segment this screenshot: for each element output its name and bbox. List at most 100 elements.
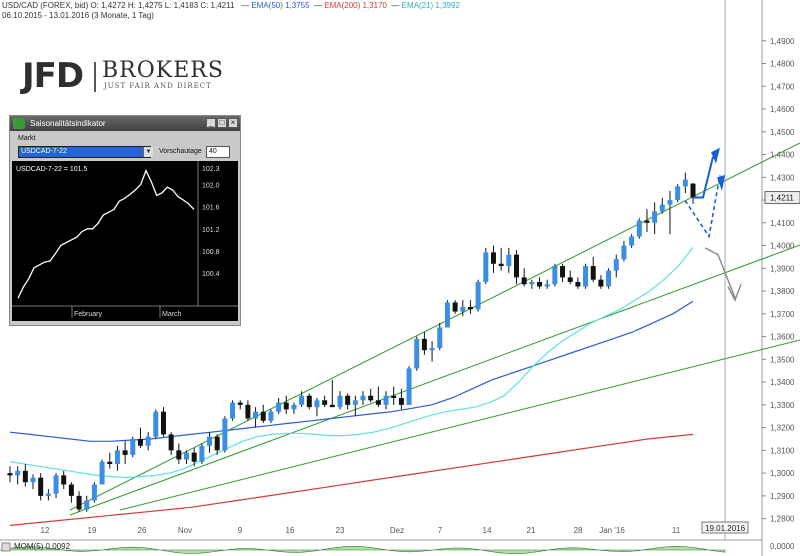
y-tick-label: 1,3300 [770, 401, 795, 410]
arrow-head-icon [717, 175, 725, 191]
candle [91, 484, 97, 501]
candle [245, 404, 251, 419]
ema200-line [9, 433, 694, 526]
series-label: USDCAD-7-22 = 101.5 [16, 166, 88, 173]
instrument-ohlc: USD/CAD (FOREX, bid) O: 1,4272 H: 1,4275… [2, 1, 235, 10]
candle [107, 461, 113, 465]
logo-brokers: BROKERS [102, 58, 224, 83]
seasonality-indicator-window[interactable]: Saisonalitätsindikator _ □ × Markt USDCA… [9, 115, 241, 326]
candle [253, 411, 259, 419]
y-tick-label: 1,4400 [770, 151, 795, 160]
candle [160, 411, 166, 435]
candle [329, 404, 335, 408]
candle [583, 266, 589, 287]
logo-tagline: JUST FAIR AND DIRECT [104, 82, 212, 90]
plot-x-label: February [74, 311, 103, 318]
y-tick-label: 1,4100 [770, 219, 795, 228]
maximize-icon[interactable]: □ [217, 118, 227, 128]
market-select[interactable]: USDCAD-7-22 [18, 146, 151, 158]
candle [391, 395, 397, 399]
chevron-down-icon[interactable]: ▼ [143, 147, 153, 157]
forecast-arrow-gray [704, 247, 736, 299]
candle [15, 470, 21, 476]
candle [30, 477, 36, 483]
vorschau-input[interactable]: 40 [206, 146, 230, 158]
plot-y-tick-label: 101.2 [202, 227, 220, 234]
logo-jfd: JFD [22, 56, 84, 96]
y-tick-label: 1,3100 [770, 446, 795, 455]
y-tick-label: 1,3600 [770, 333, 795, 342]
candle [483, 252, 489, 282]
y-tick-label: 1,2900 [770, 492, 795, 501]
chart-header: USD/CAD (FOREX, bid) O: 1,4272 H: 1,4275… [2, 1, 460, 10]
y-tick-label: 1,4300 [770, 173, 795, 182]
ema50-legend: EMA(50) 1,3755 [251, 1, 310, 10]
candle [636, 220, 642, 237]
minimize-icon[interactable]: _ [206, 118, 216, 128]
candle [130, 438, 136, 455]
y-tick-label: 1,4500 [770, 128, 795, 137]
trend-line [119, 339, 800, 511]
y-tick-label: 1,3800 [770, 287, 795, 296]
candle [191, 452, 197, 462]
candle [7, 473, 13, 476]
candle [38, 477, 44, 496]
candle [690, 183, 696, 198]
candle [114, 450, 120, 465]
candle [283, 402, 289, 410]
candle [314, 400, 320, 408]
date-marker-box [701, 521, 749, 534]
app-icon [13, 118, 25, 129]
candle [414, 338, 420, 369]
candle [506, 254, 512, 267]
candle [529, 281, 535, 285]
candle [61, 475, 67, 485]
y-tick-label: 1,3000 [770, 469, 795, 478]
candle [590, 266, 596, 280]
close-icon[interactable]: × [228, 118, 238, 128]
window-titlebar[interactable]: Saisonalitätsindikator _ □ × [10, 116, 240, 131]
candle [629, 236, 635, 246]
x-tick-label: 21 [527, 526, 536, 535]
seasonality-plot: 102.3 102.0 101.6 101.2 100.8 100.4 USDCAD-7-2… [12, 161, 238, 321]
plot-y-tick-label: 100.8 [202, 249, 220, 256]
arrow-head-icon [727, 283, 742, 302]
y-tick-label: 1,3500 [770, 355, 795, 364]
candle [145, 436, 151, 446]
candle [490, 252, 496, 264]
x-tick-label: 9 [238, 526, 243, 535]
y-tick-label: 1,4000 [770, 242, 795, 251]
candle [598, 279, 604, 287]
y-tick-label: 1,3200 [770, 424, 795, 433]
x-tick-label: 11 [672, 526, 681, 535]
candle [322, 400, 328, 405]
candle [360, 395, 366, 401]
y-tick-label: 1,3700 [770, 310, 795, 319]
candle [291, 404, 297, 410]
candle [168, 434, 174, 451]
markt-label: Markt [18, 135, 36, 142]
candle [22, 470, 28, 483]
candle [260, 411, 266, 421]
candle [513, 254, 519, 278]
x-tick-label: 19 [88, 526, 97, 535]
candle [437, 327, 443, 348]
x-tick-label: 16 [286, 526, 295, 535]
x-tick-label: Dez [390, 526, 404, 535]
forecast-arrow-up [693, 156, 714, 199]
current-price-label: 1,4211 [770, 194, 794, 203]
momentum-toggle-icon [1, 542, 11, 552]
candle [667, 200, 673, 205]
candle [84, 500, 90, 510]
candle [383, 395, 389, 405]
x-tick-label: 14 [483, 526, 492, 535]
x-tick-label: 23 [336, 526, 345, 535]
y-tick-label: 1,3400 [770, 378, 795, 387]
x-tick-label: 7 [438, 526, 443, 535]
date-marker-label: 19.01.2016 [705, 524, 746, 533]
candle [76, 495, 82, 510]
candle [460, 306, 466, 312]
y-tick-label: 1,2800 [770, 515, 795, 524]
candle [606, 270, 612, 287]
